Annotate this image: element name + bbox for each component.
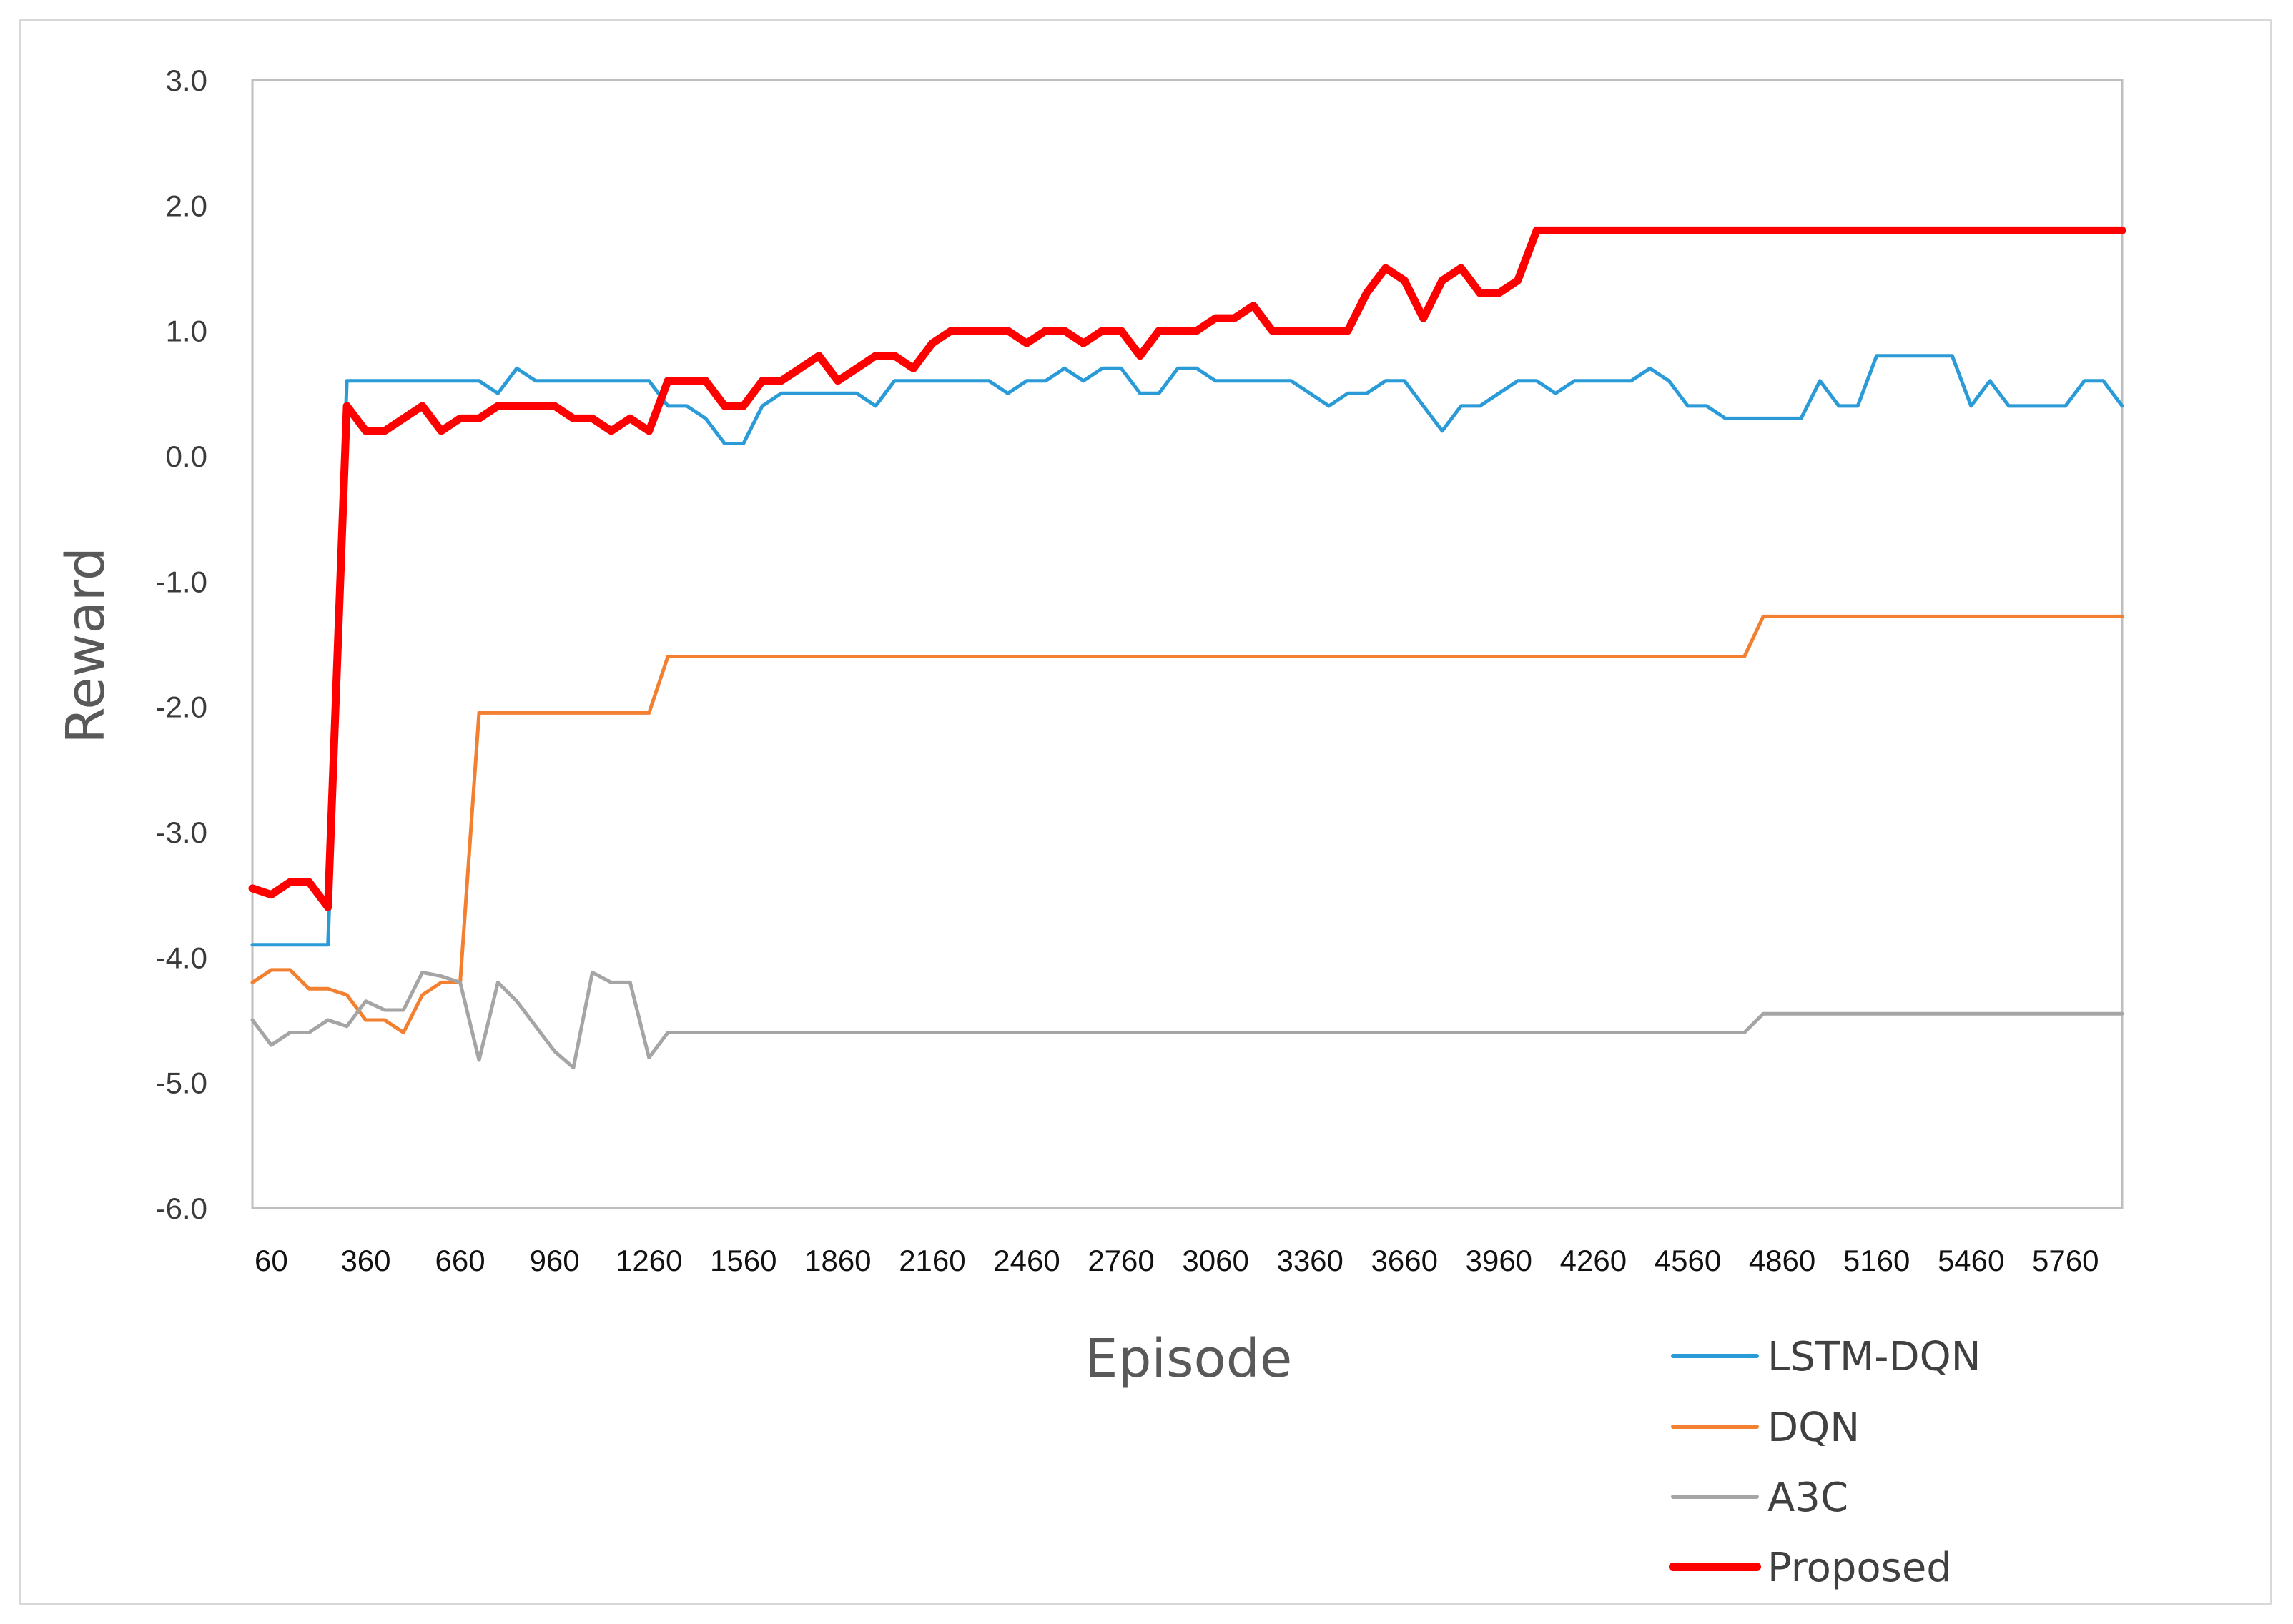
series-line-lstm-dqn	[250, 354, 2124, 947]
x-tick-label: 4260	[1560, 1244, 1627, 1277]
y-tick-label: -4.0	[156, 941, 207, 974]
x-axis-ticks: 60 360 660 960 1260 1560 1860 2160 2460 2760 3060 3…	[255, 1244, 2099, 1277]
legend-label: Proposed	[1767, 1545, 1952, 1591]
plot-area	[251, 79, 2124, 1209]
x-tick-label: 660	[435, 1244, 485, 1277]
y-tick-label: 0.0	[166, 440, 207, 473]
x-tick-label: 4860	[1749, 1244, 1815, 1277]
legend-item: Proposed	[1669, 1545, 1952, 1591]
y-tick-label: -3.0	[156, 816, 207, 849]
legend-label: DQN	[1767, 1405, 1860, 1451]
chart-frame	[19, 19, 2272, 1605]
x-tick-label: 5460	[1938, 1244, 2004, 1277]
x-tick-label: 3960	[1466, 1244, 1532, 1277]
legend-label: A3C	[1767, 1475, 1848, 1521]
x-tick-label: 1560	[710, 1244, 776, 1277]
x-tick-label: 60	[255, 1244, 288, 1277]
x-axis-title: Episode	[1085, 1328, 1293, 1390]
y-tick-label: 3.0	[166, 64, 207, 97]
x-tick-label: 960	[530, 1244, 580, 1277]
legend-label: LSTM-DQN	[1767, 1334, 1981, 1380]
x-tick-label: 2160	[899, 1244, 965, 1277]
series-layer	[248, 226, 2126, 1070]
y-tick-label: -2.0	[156, 690, 207, 724]
y-axis-ticks: 3.0 2.0 1.0 0.0 -1.0 -2.0 -3.0 -4.0 -5.0 -6.0	[156, 64, 207, 1225]
x-tick-label: 5160	[1843, 1244, 1910, 1277]
y-tick-label: -6.0	[156, 1192, 207, 1225]
y-tick-label: -1.0	[156, 565, 207, 598]
x-tick-label: 2460	[993, 1244, 1060, 1277]
legend: LSTM-DQN DQN A3C Proposed	[1669, 1334, 1981, 1591]
x-tick-label: 5760	[2032, 1244, 2099, 1277]
y-tick-label: 1.0	[166, 315, 207, 348]
series-line-dqn	[250, 614, 2124, 1034]
legend-item: DQN	[1671, 1405, 1860, 1451]
x-tick-label: 2760	[1088, 1244, 1154, 1277]
x-tick-label: 360	[340, 1244, 390, 1277]
series-line-a3c	[250, 970, 2124, 1070]
x-tick-label: 1260	[616, 1244, 682, 1277]
plot-border	[251, 79, 2124, 1209]
legend-item: A3C	[1671, 1475, 1848, 1521]
x-tick-label: 3360	[1276, 1244, 1343, 1277]
y-tick-label: -5.0	[156, 1066, 207, 1100]
x-tick-label: 3060	[1182, 1244, 1248, 1277]
x-tick-label: 1860	[804, 1244, 871, 1277]
x-tick-label: 4560	[1655, 1244, 1721, 1277]
x-tick-label: 3660	[1371, 1244, 1438, 1277]
y-tick-label: 2.0	[166, 189, 207, 222]
legend-item: LSTM-DQN	[1671, 1334, 1981, 1380]
y-axis-title: Reward	[55, 547, 117, 744]
series-line-proposed	[248, 226, 2126, 911]
